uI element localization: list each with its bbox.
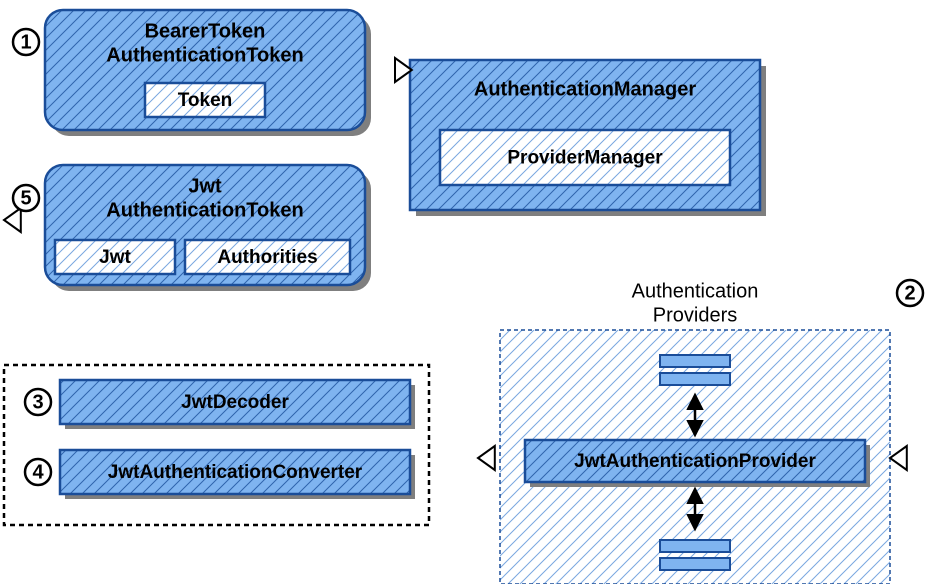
providers-label-1: Authentication — [632, 280, 759, 302]
bearer-token-node-title-1: AuthenticationToken — [106, 44, 303, 66]
badge-4-label: 4 — [32, 461, 44, 483]
jwt-token-node-title-0: Jwt — [188, 175, 222, 197]
open-arrow-1 — [4, 208, 21, 232]
provider-manager-label: ProviderManager — [507, 148, 663, 169]
jwt-token-node-sub-0-label: Jwt — [99, 247, 131, 268]
stack-top-bar-1 — [660, 373, 730, 385]
jwt-token-node-sub-1-label: Authorities — [217, 247, 317, 268]
badge-5-label: 5 — [20, 187, 31, 209]
bearer-token-node-sub-0-label: Token — [178, 90, 233, 111]
stack-bottom-bar-0 — [660, 540, 730, 552]
providers-label-2: Providers — [653, 304, 737, 326]
jwt-decoder-node-label: JwtDecoder — [181, 392, 289, 413]
open-arrow-2 — [478, 446, 495, 470]
stack-bottom-bar-1 — [660, 558, 730, 570]
open-arrow-3 — [890, 446, 907, 470]
bearer-token-node-title-0: BearerToken — [145, 20, 266, 42]
jwt-auth-provider-node-label: JwtAuthenticationProvider — [574, 451, 816, 472]
stack-top-bar-0 — [660, 355, 730, 367]
badge-2-label: 2 — [904, 282, 915, 304]
jwt-token-node-title-1: AuthenticationToken — [106, 199, 303, 221]
auth-manager-title: AuthenticationManager — [474, 78, 696, 100]
jwt-auth-converter-node-label: JwtAuthenticationConverter — [108, 462, 363, 483]
badge-3-label: 3 — [32, 391, 43, 413]
badge-1-label: 1 — [20, 31, 31, 53]
